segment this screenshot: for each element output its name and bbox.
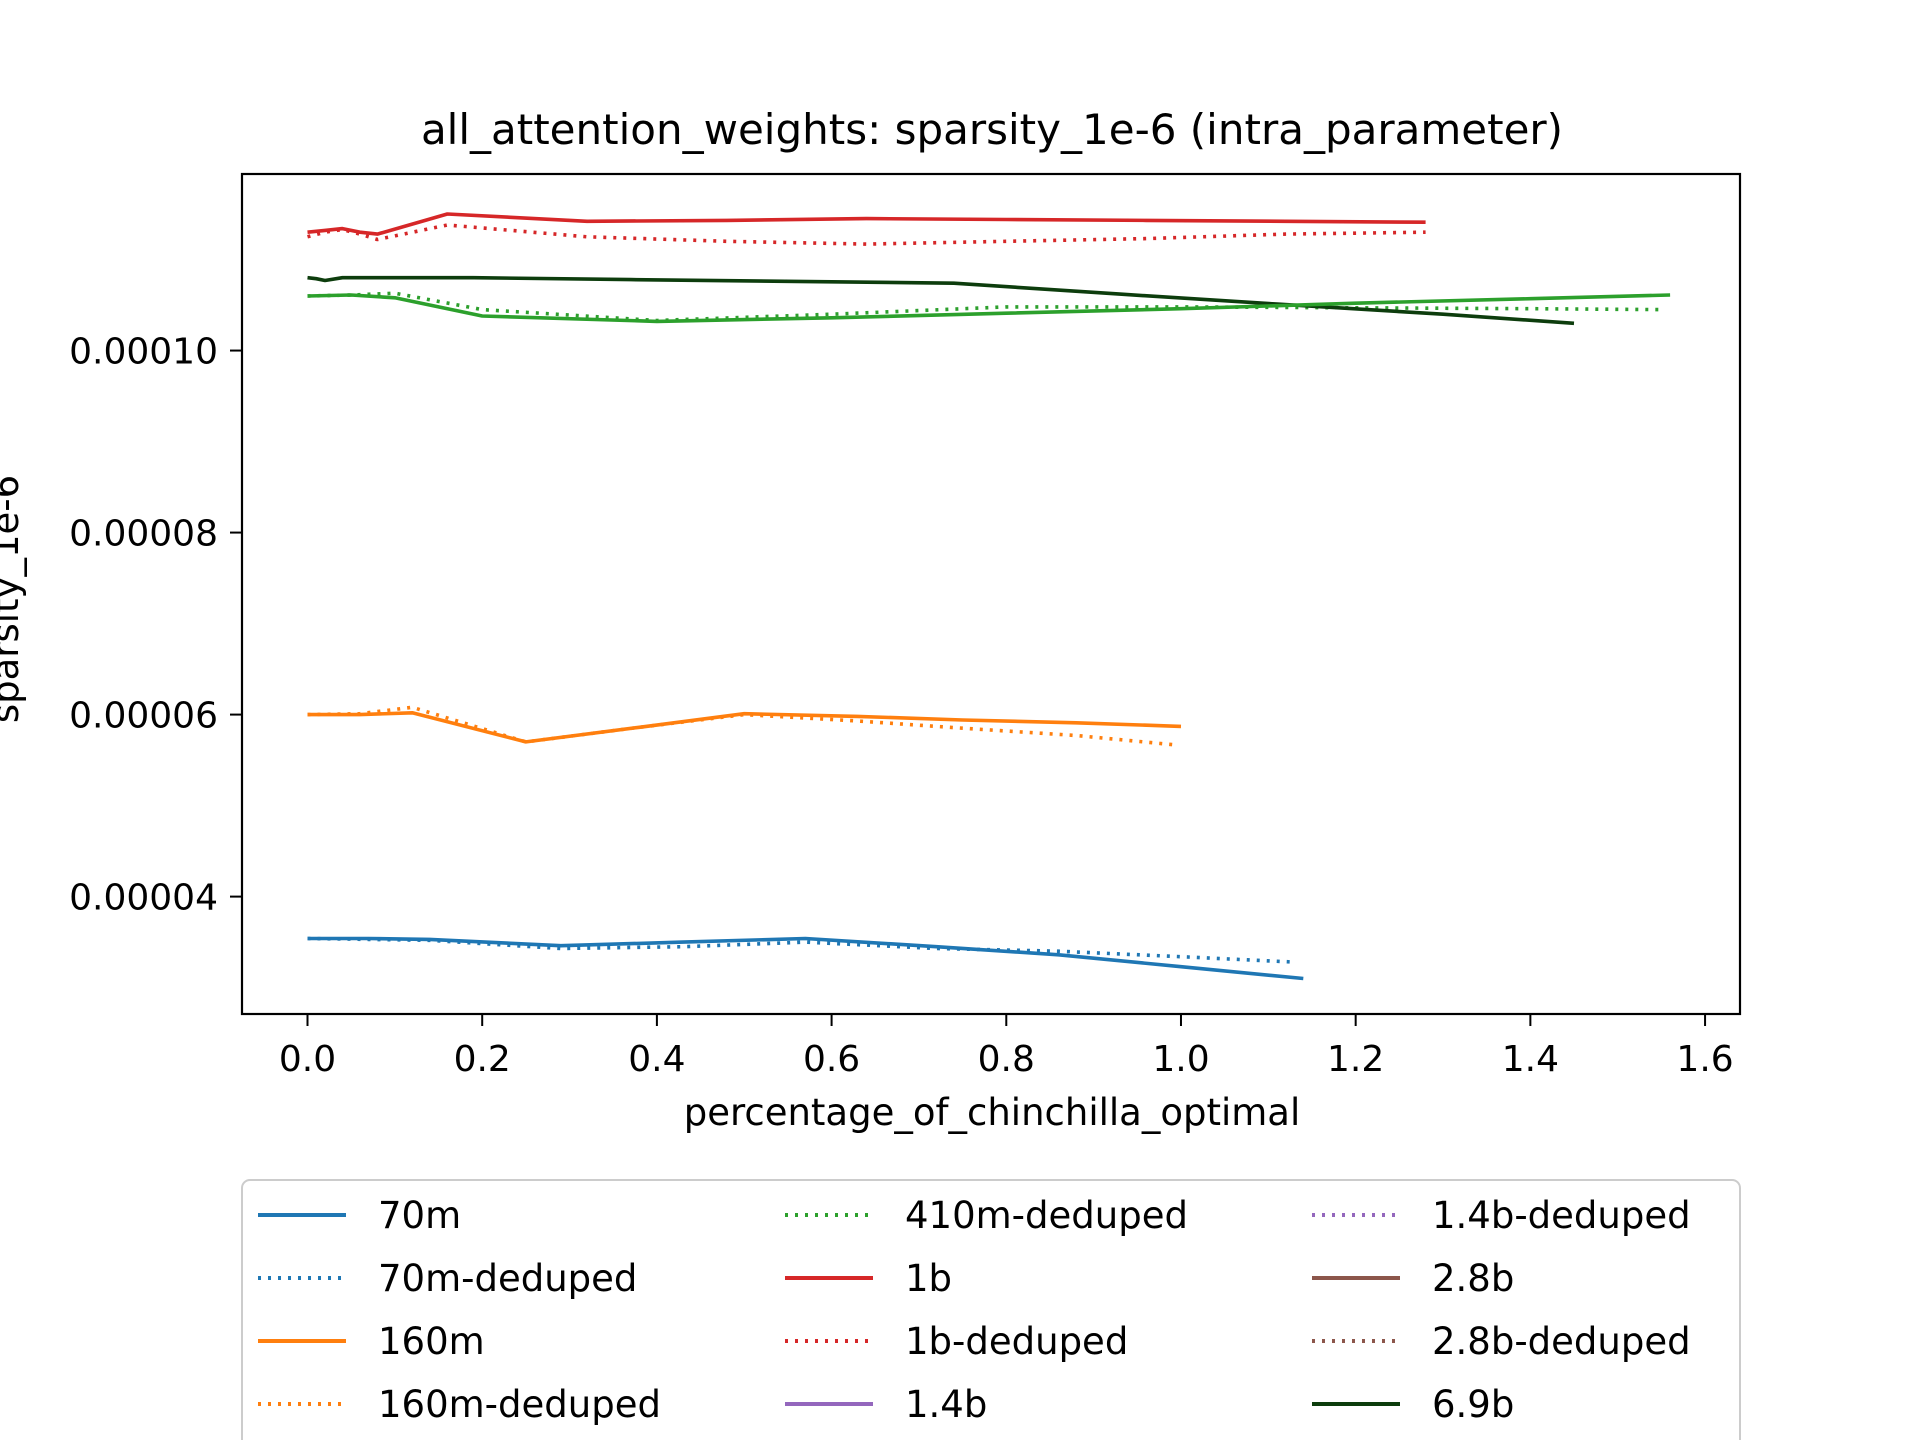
legend-label: 1b-deduped — [905, 1320, 1128, 1363]
y-axis-label: sparsity_1e-6 — [0, 475, 27, 723]
chart-title: all_attention_weights: sparsity_1e-6 (in… — [421, 105, 1563, 154]
series-line-1b — [307, 212, 1426, 236]
x-tick-label: 1.6 — [1676, 1039, 1733, 1080]
y-tick-label: 0.00004 — [69, 878, 218, 919]
series-line-410m-deduped — [307, 291, 1662, 323]
series-line-70m-deduped — [307, 936, 1295, 964]
legend-label: 410m-deduped — [905, 1194, 1188, 1237]
legend-label: 2.8b — [1432, 1257, 1514, 1300]
x-tick-label: 0.8 — [978, 1039, 1035, 1080]
x-axis-label: percentage_of_chinchilla_optimal — [684, 1091, 1301, 1134]
x-tick-label: 0.6 — [803, 1039, 860, 1080]
y-tick-label: 0.00010 — [69, 332, 218, 373]
legend-label: 70m-deduped — [378, 1257, 637, 1300]
legend-label: 6.9b — [1432, 1383, 1514, 1426]
legend-label: 160m — [378, 1320, 485, 1363]
x-tick-label: 0.2 — [454, 1039, 511, 1080]
series-line-1b-deduped — [307, 223, 1426, 246]
y-tick-label: 0.00008 — [69, 514, 218, 555]
y-axis: 0.00004 0.00006 0.00008 0.00010 — [69, 332, 242, 919]
y-tick-label: 0.00006 — [69, 696, 218, 737]
legend-label: 160m-deduped — [378, 1383, 661, 1426]
legend: 70m 70m-deduped 160m 160m-deduped 410m-dedup… — [241, 1179, 1741, 1440]
x-tick-label: 1.4 — [1502, 1039, 1559, 1080]
plot-frame — [240, 172, 1742, 1016]
x-axis: 0.0 0.2 0.4 0.6 0.8 1.0 1.2 1.4 1.6 — [279, 1014, 1734, 1080]
legend-label: 2.8b-deduped — [1432, 1320, 1691, 1363]
legend-frame — [241, 1179, 1741, 1440]
series-line-160m-deduped — [307, 705, 1173, 747]
series-line-410m — [307, 293, 1671, 324]
legend-label: 70m — [378, 1194, 461, 1237]
x-tick-label: 0.4 — [628, 1039, 685, 1080]
legend-label: 1b — [905, 1257, 952, 1300]
legend-label: 1.4b-deduped — [1432, 1194, 1691, 1237]
x-tick-label: 0.0 — [279, 1039, 336, 1080]
x-tick-label: 1.0 — [1152, 1039, 1209, 1080]
legend-label: 1.4b — [905, 1383, 987, 1426]
x-tick-label: 1.2 — [1327, 1039, 1384, 1080]
series-layer — [307, 212, 1671, 981]
